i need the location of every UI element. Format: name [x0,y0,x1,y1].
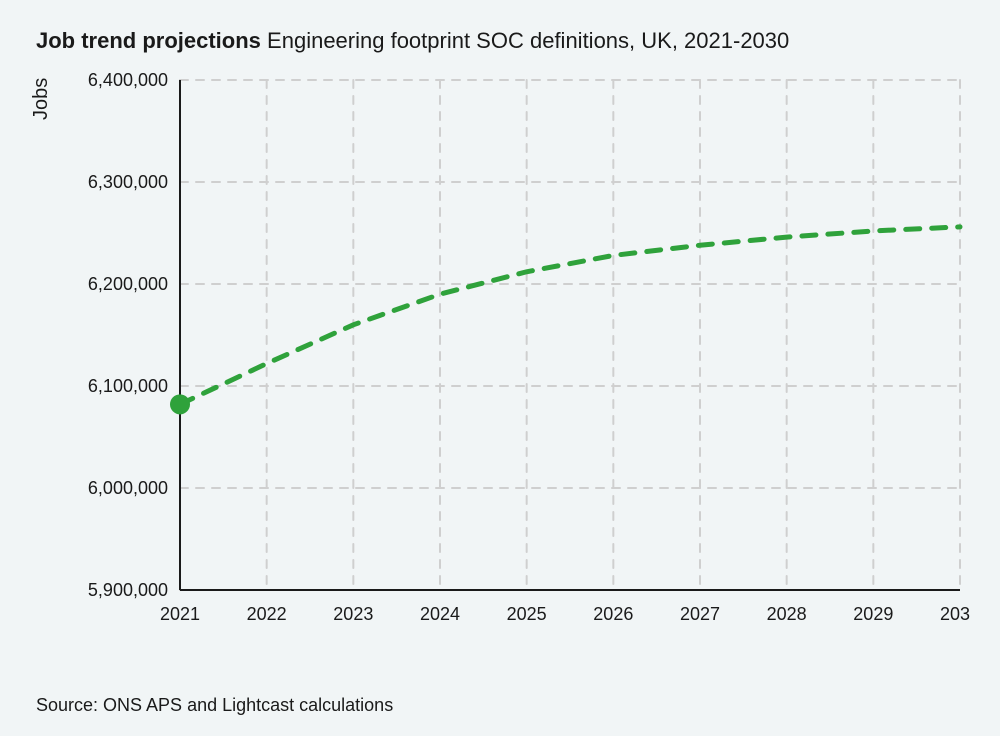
x-tick-label: 2030 [940,604,970,624]
x-tick-label: 2029 [853,604,893,624]
chart-container: Job trend projections Engineering footpr… [0,0,1000,736]
x-tick-label: 2028 [767,604,807,624]
x-tick-label: 2026 [593,604,633,624]
y-tick-label: 6,300,000 [88,172,168,192]
y-tick-label: 5,900,000 [88,580,168,600]
y-tick-label: 6,000,000 [88,478,168,498]
source-text: Source: ONS APS and Lightcast calculatio… [36,695,393,716]
grid [180,80,960,590]
chart-title: Job trend projections Engineering footpr… [36,28,964,54]
axes [180,80,960,590]
y-tick-labels: 5,900,000 6,000,000 6,100,000 6,200,000 6,30… [88,70,168,600]
x-tick-label: 2022 [247,604,287,624]
series-start-marker [170,394,190,414]
y-axis-label: Jobs [30,78,53,120]
x-tick-labels: 2021 2022 2023 2024 2025 2026 2027 2028 2029 2030 [160,604,970,624]
x-tick-label: 2027 [680,604,720,624]
x-tick-label: 2023 [333,604,373,624]
y-tick-label: 6,200,000 [88,274,168,294]
chart-title-subtitle: Engineering footprint SOC definitions, U… [267,28,789,53]
x-tick-label: 2021 [160,604,200,624]
chart-title-bold: Job trend projections [36,28,261,53]
series-line-jobs-projection [180,227,960,404]
y-tick-label: 6,400,000 [88,70,168,90]
chart-plot: 5,900,000 6,000,000 6,100,000 6,200,000 6,30… [60,70,970,670]
y-tick-label: 6,100,000 [88,376,168,396]
x-tick-label: 2025 [507,604,547,624]
y-axis-label-container: Jobs [30,120,50,320]
x-tick-label: 2024 [420,604,460,624]
